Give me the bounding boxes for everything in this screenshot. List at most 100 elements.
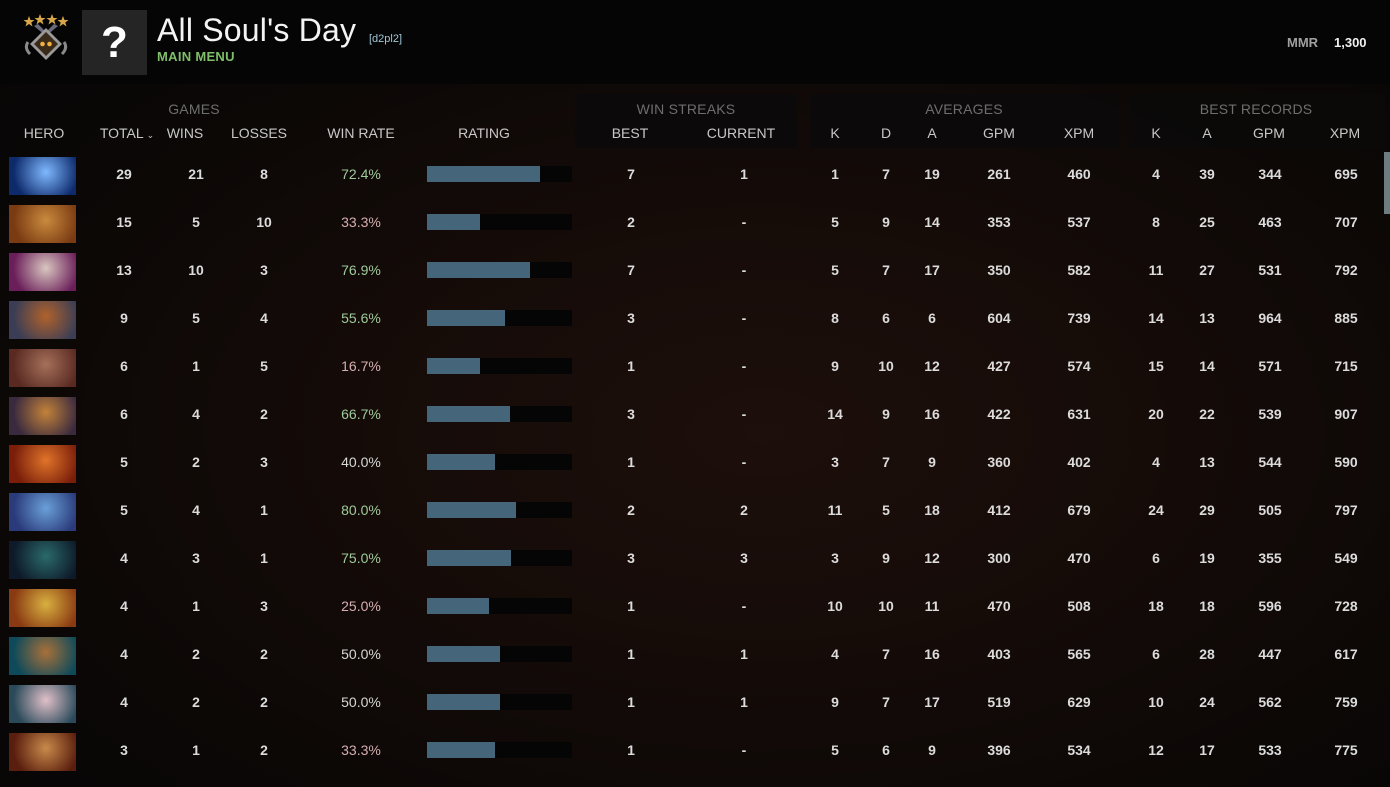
table-row[interactable]: 5 2 3 40.0% 1 - 3 7 9 360 402 4 13 544 5… — [0, 438, 1390, 486]
win-rate: 75.0% — [341, 550, 381, 566]
col-best-assists[interactable]: A — [1202, 125, 1212, 141]
table-row[interactable]: 3 1 2 33.3% 1 - 5 6 9 396 534 12 17 533 … — [0, 726, 1390, 774]
rating-bar — [427, 262, 530, 278]
col-current-streak[interactable]: CURRENT — [706, 125, 776, 141]
hero-portrait-5[interactable] — [9, 349, 76, 387]
losses: 2 — [260, 406, 268, 422]
best-kills: 18 — [1148, 598, 1164, 614]
table-row[interactable]: 4 2 2 50.0% 1 1 9 7 17 519 629 10 24 562… — [0, 678, 1390, 726]
col-avg-xpm[interactable]: XPM — [1063, 125, 1095, 141]
best-kills: 4 — [1152, 454, 1160, 470]
current-streak: 1 — [740, 646, 748, 662]
best-gpm: 533 — [1258, 742, 1282, 758]
best-gpm: 544 — [1258, 454, 1282, 470]
best-streak: 1 — [627, 694, 635, 710]
col-win-rate[interactable]: WIN RATE — [327, 125, 395, 141]
group-games: GAMES — [168, 101, 220, 117]
best-kills: 12 — [1148, 742, 1164, 758]
hero-portrait-11[interactable] — [9, 637, 76, 675]
best-assists: 27 — [1199, 262, 1215, 278]
win-rate: 50.0% — [341, 694, 381, 710]
wins: 1 — [192, 742, 200, 758]
best-assists: 24 — [1199, 694, 1215, 710]
table-row[interactable]: 29 21 8 72.4% 7 1 1 7 19 261 460 4 39 34… — [0, 150, 1390, 198]
group-averages: AVERAGES — [925, 101, 1003, 117]
col-avg-assists[interactable]: A — [927, 125, 937, 141]
best-assists: 18 — [1199, 598, 1215, 614]
col-hero[interactable]: HERO — [23, 125, 65, 141]
total-games: 4 — [120, 646, 128, 662]
avg-xpm: 574 — [1067, 358, 1091, 374]
losses: 3 — [260, 262, 268, 278]
hero-portrait-7[interactable] — [9, 445, 76, 483]
avg-kills: 11 — [827, 502, 843, 518]
rating-bar-track — [427, 166, 572, 182]
avg-gpm: 353 — [987, 214, 1011, 230]
hero-portrait-13[interactable] — [9, 733, 76, 771]
avg-deaths: 7 — [882, 454, 890, 470]
table-row[interactable]: 4 2 2 50.0% 1 1 4 7 16 403 565 6 28 447 … — [0, 630, 1390, 678]
table-row[interactable]: 6 1 5 16.7% 1 - 9 10 12 427 574 15 14 57… — [0, 342, 1390, 390]
table-row[interactable]: 13 10 3 76.9% 7 - 5 7 17 350 582 11 27 5… — [0, 246, 1390, 294]
table-row[interactable]: 5 4 1 80.0% 2 2 11 5 18 412 679 24 29 50… — [0, 486, 1390, 534]
best-kills: 14 — [1148, 310, 1164, 326]
hero-portrait-3[interactable] — [9, 253, 76, 291]
hero-portrait-6[interactable] — [9, 397, 76, 435]
rating-bar — [427, 454, 495, 470]
col-total[interactable]: TOTAL ⌄ — [92, 125, 162, 141]
rank-medal-icon[interactable] — [20, 10, 72, 66]
hero-portrait-10[interactable] — [9, 589, 76, 627]
best-xpm: 695 — [1334, 166, 1358, 182]
table-row[interactable]: 6 4 2 66.7% 3 - 14 9 16 422 631 20 22 53… — [0, 390, 1390, 438]
best-kills: 8 — [1152, 214, 1160, 230]
avg-kills: 8 — [831, 310, 839, 326]
table-row[interactable]: 9 5 4 55.6% 3 - 8 6 6 604 739 14 13 964 … — [0, 294, 1390, 342]
avg-gpm: 412 — [987, 502, 1011, 518]
hero-portrait-2[interactable] — [9, 205, 76, 243]
total-games: 4 — [120, 694, 128, 710]
best-xpm: 775 — [1334, 742, 1358, 758]
best-assists: 29 — [1199, 502, 1215, 518]
best-gpm: 344 — [1258, 166, 1282, 182]
win-rate: 72.4% — [341, 166, 381, 182]
avg-assists: 6 — [928, 310, 936, 326]
rating-bar — [427, 742, 495, 758]
best-assists: 25 — [1199, 214, 1215, 230]
main-menu-link[interactable]: MAIN MENU — [157, 49, 235, 64]
col-rating[interactable]: RATING — [458, 125, 510, 141]
player-avatar[interactable]: ? — [82, 10, 147, 75]
hero-portrait-1[interactable] — [9, 157, 76, 195]
scrollbar-thumb[interactable] — [1384, 152, 1390, 214]
col-wins[interactable]: WINS — [166, 125, 204, 141]
table-row[interactable]: 4 1 3 25.0% 1 - 10 10 11 470 508 18 18 5… — [0, 582, 1390, 630]
col-best-kills[interactable]: K — [1151, 125, 1161, 141]
col-best-gpm[interactable]: GPM — [1253, 125, 1285, 141]
col-best-xpm[interactable]: XPM — [1329, 125, 1361, 141]
col-losses[interactable]: LOSSES — [230, 125, 288, 141]
hero-portrait-9[interactable] — [9, 541, 76, 579]
group-win-streaks: WIN STREAKS — [636, 101, 736, 117]
hero-portrait-8[interactable] — [9, 493, 76, 531]
col-avg-kills[interactable]: K — [830, 125, 840, 141]
avg-kills: 3 — [831, 454, 839, 470]
best-gpm: 964 — [1258, 310, 1282, 326]
col-avg-deaths[interactable]: D — [880, 125, 892, 141]
avg-assists: 19 — [924, 166, 940, 182]
best-assists: 39 — [1199, 166, 1215, 182]
best-gpm: 596 — [1258, 598, 1282, 614]
col-best-streak[interactable]: BEST — [611, 125, 649, 141]
col-avg-gpm[interactable]: GPM — [983, 125, 1015, 141]
table-row[interactable]: 15 5 10 33.3% 2 - 5 9 14 353 537 8 25 46… — [0, 198, 1390, 246]
table-row[interactable]: 4 3 1 75.0% 3 3 3 9 12 300 470 6 19 355 … — [0, 534, 1390, 582]
player-name: All Soul's Day — [157, 12, 357, 48]
player-team-tag: [d2pl2] — [369, 33, 403, 45]
avg-deaths: 9 — [882, 550, 890, 566]
avg-deaths: 7 — [882, 646, 890, 662]
best-kills: 11 — [1148, 262, 1164, 278]
group-best-records: BEST RECORDS — [1199, 101, 1313, 117]
hero-portrait-12[interactable] — [9, 685, 76, 723]
avg-assists: 11 — [924, 598, 940, 614]
best-kills: 24 — [1148, 502, 1164, 518]
hero-portrait-4[interactable] — [9, 301, 76, 339]
losses: 3 — [260, 598, 268, 614]
